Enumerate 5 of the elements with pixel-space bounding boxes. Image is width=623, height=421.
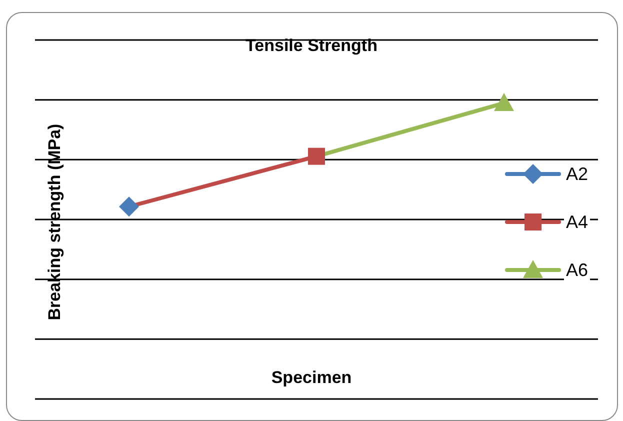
legend-label: A6 bbox=[564, 260, 590, 280]
y-axis-title: Breaking strength (MPa) bbox=[45, 122, 65, 322]
legend-label: A4 bbox=[564, 212, 590, 232]
x-axis-title: Specimen bbox=[270, 368, 353, 388]
legend-label: A2 bbox=[564, 164, 590, 184]
